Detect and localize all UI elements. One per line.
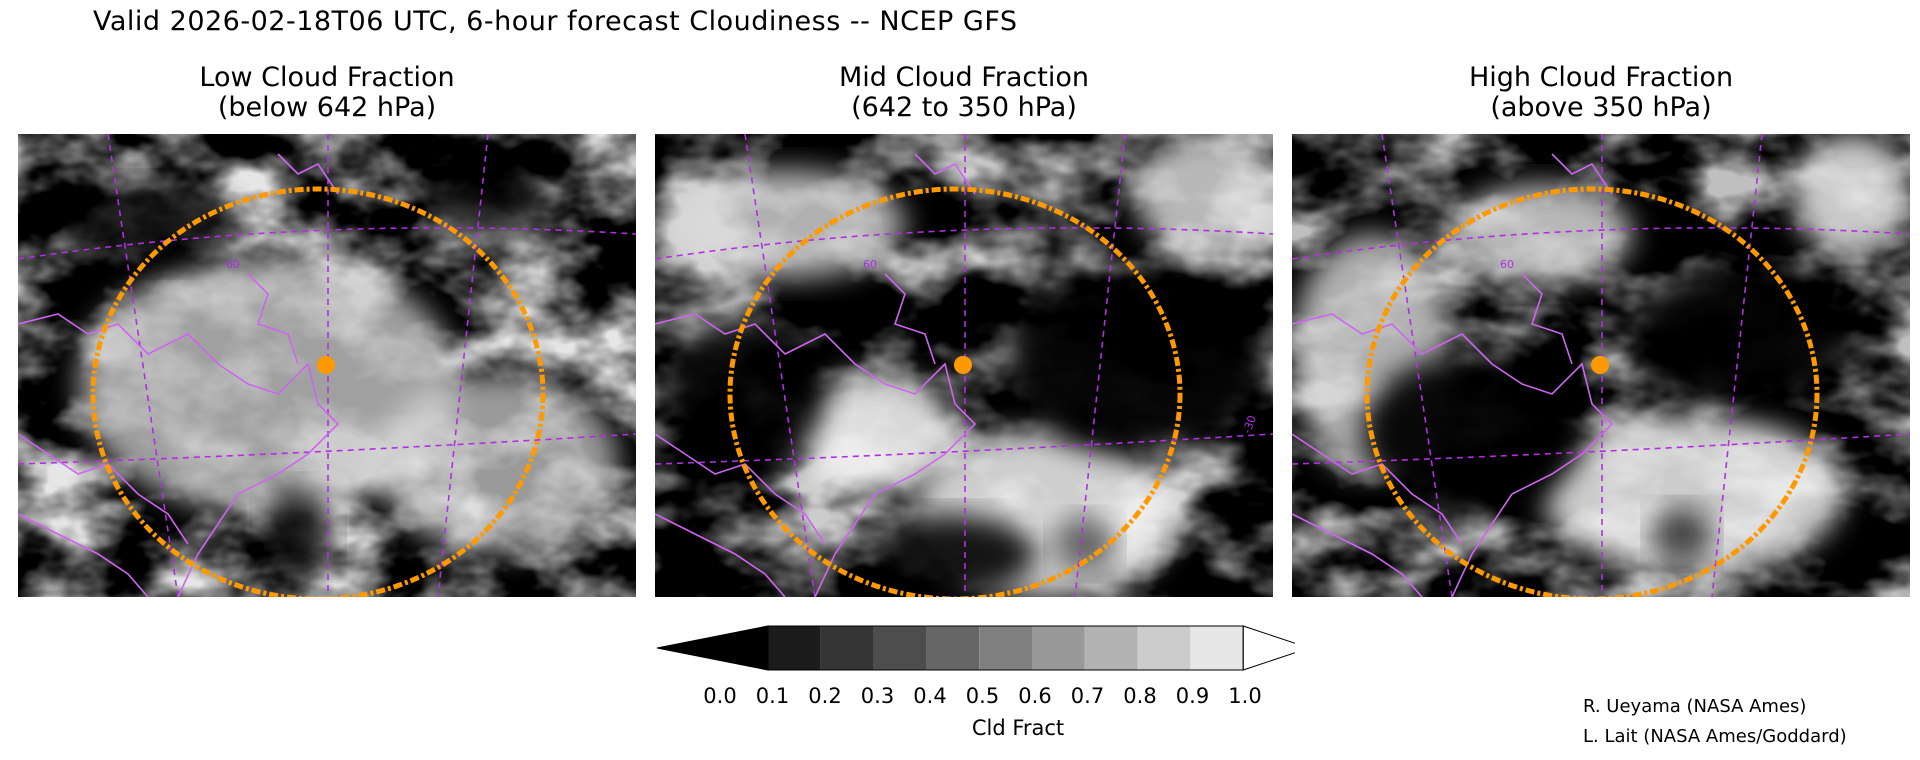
coastlines-low	[18, 153, 340, 597]
colorbar-swatch	[1084, 626, 1138, 670]
colorbar-swatch	[979, 626, 1032, 670]
panel-title-mid-line2: (642 to 350 hPa)	[851, 92, 1077, 123]
colorbar-tick-label: 1.0	[1228, 684, 1262, 708]
panel-title-mid: Mid Cloud Fraction (642 to 350 hPa)	[714, 63, 1214, 123]
colorbar-swatch	[1137, 626, 1191, 670]
colorbar-swatch	[768, 626, 821, 670]
colorbar-tick-label: 0.9	[1175, 684, 1210, 708]
colorbar-units-label: Cld Fract	[971, 716, 1065, 740]
location-marker-mid	[954, 356, 972, 374]
panel-title-low-line2: (below 642 hPa)	[217, 92, 437, 123]
colorbar-tick-label: 0.7	[1070, 684, 1105, 708]
lat-label-mid: 60	[863, 258, 877, 271]
colorbar-swatch	[1190, 626, 1244, 670]
range-ring-mid	[727, 186, 1183, 597]
graticule-mid	[655, 134, 1273, 597]
credit-line-2: L. Lait (NASA Ames/Goddard)	[1583, 726, 1847, 747]
panel-title-low: Low Cloud Fraction (below 642 hPa)	[77, 63, 577, 123]
map-panel-high: 60	[1292, 134, 1910, 597]
colorbar	[655, 624, 1311, 678]
colorbar-units: Cld Fract	[0, 716, 1920, 740]
lat-label-high: 60	[1500, 258, 1514, 271]
colorbar-swatch	[926, 626, 980, 670]
colorbar-tick-label: 0.1	[755, 684, 790, 708]
panel-title-low-line1: Low Cloud Fraction	[199, 62, 455, 93]
figure-title: Valid 2026-02-18T06 UTC, 6-hour forecast…	[93, 6, 1018, 37]
panel-title-mid-line1: Mid Cloud Fraction	[838, 62, 1089, 93]
colorbar-arrow-low	[656, 625, 769, 671]
credit-line-1: R. Ueyama (NASA Ames)	[1583, 696, 1807, 717]
map-panel-low: 60	[18, 134, 636, 597]
colorbar-swatch	[873, 626, 927, 670]
colorbar-swatch	[820, 626, 874, 670]
panel-title-high: High Cloud Fraction (above 350 hPa)	[1351, 63, 1851, 123]
panel-title-high-line2: (above 350 hPa)	[1490, 92, 1712, 123]
location-marker-high	[1591, 356, 1609, 374]
lon-label-mid: -30	[1241, 414, 1259, 435]
colorbar-tick-label: 0.6	[1018, 684, 1052, 708]
colorbar-tick-label: 0.2	[808, 684, 842, 708]
colorbar-tick-label: 0.5	[965, 684, 1000, 708]
range-ring-low	[90, 186, 546, 597]
colorbar-tick-label: 0.0	[703, 684, 737, 708]
lat-label-low: 60	[226, 258, 240, 271]
panel-title-high-line1: High Cloud Fraction	[1468, 62, 1734, 93]
range-ring-high	[1364, 186, 1820, 597]
coastlines-mid	[655, 153, 977, 597]
colorbar-swatch	[1032, 626, 1085, 670]
colorbar-tick-label: 0.3	[860, 684, 895, 708]
colorbar-arrow-high	[1242, 625, 1311, 671]
coastlines-high	[1292, 153, 1614, 597]
map-panel-mid: 60 -30	[655, 134, 1273, 597]
location-marker-low	[317, 356, 335, 374]
colorbar-tick-label: 0.8	[1123, 684, 1157, 708]
colorbar-tick-label: 0.4	[913, 684, 947, 708]
